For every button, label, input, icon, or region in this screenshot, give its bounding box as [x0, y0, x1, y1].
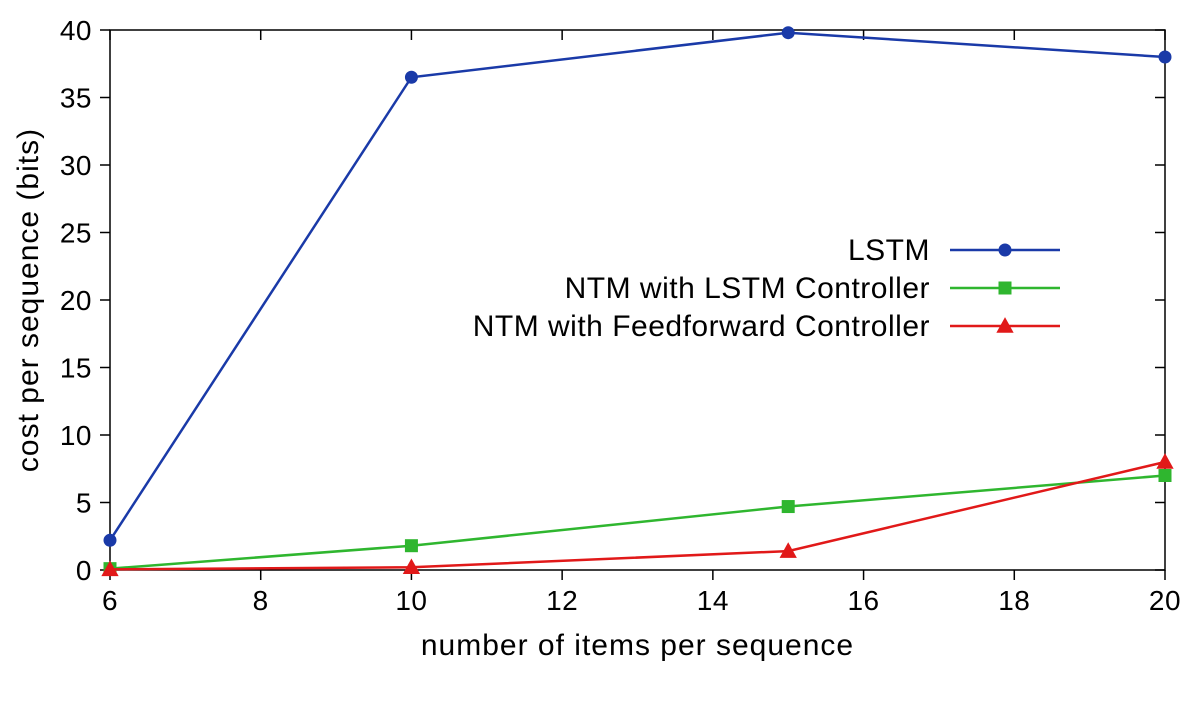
y-axis-title: cost per sequence (bits) — [12, 128, 45, 472]
marker-circle — [782, 27, 794, 39]
x-tick-label: 8 — [253, 585, 269, 616]
chart-container: 6 8 10 12 14 16 18 20 0 5 10 15 20 25 30 35 40 number of … — [0, 0, 1197, 717]
marker-square — [999, 282, 1011, 294]
legend-label: LSTM — [848, 234, 930, 267]
x-tick-label: 16 — [847, 585, 879, 616]
marker-square — [405, 540, 417, 552]
y-tick-label: 40 — [60, 15, 92, 46]
marker-circle — [104, 534, 116, 546]
x-tick-label: 6 — [102, 585, 118, 616]
series-line — [110, 462, 1165, 569]
x-tick-label: 12 — [546, 585, 578, 616]
x-tick-label: 20 — [1149, 585, 1181, 616]
chart-svg: 6 8 10 12 14 16 18 20 0 5 10 15 20 25 30 35 40 number of … — [0, 0, 1197, 717]
y-tick-label: 0 — [76, 555, 92, 586]
x-tick-label: 10 — [395, 585, 427, 616]
marker-square — [782, 501, 794, 513]
x-tick-label: 14 — [697, 585, 729, 616]
x-axis-title: number of items per sequence — [421, 629, 854, 662]
y-tick-label: 10 — [60, 420, 92, 451]
legend-label: NTM with Feedforward Controller — [473, 310, 930, 343]
marker-triangle — [1157, 454, 1173, 468]
y-tick-label: 5 — [76, 488, 92, 519]
marker-circle — [999, 244, 1011, 256]
y-tick-label: 35 — [60, 83, 92, 114]
marker-circle — [405, 71, 417, 83]
y-tick-label: 30 — [60, 150, 92, 181]
x-tick-label: 18 — [998, 585, 1030, 616]
y-tick-label: 15 — [60, 353, 92, 384]
series-1 — [104, 470, 1171, 575]
marker-square — [1159, 470, 1171, 482]
series-line — [110, 476, 1165, 569]
marker-circle — [1159, 51, 1171, 63]
y-tick-label: 25 — [60, 218, 92, 249]
y-tick-label: 20 — [60, 285, 92, 316]
legend-label: NTM with LSTM Controller — [565, 272, 930, 305]
